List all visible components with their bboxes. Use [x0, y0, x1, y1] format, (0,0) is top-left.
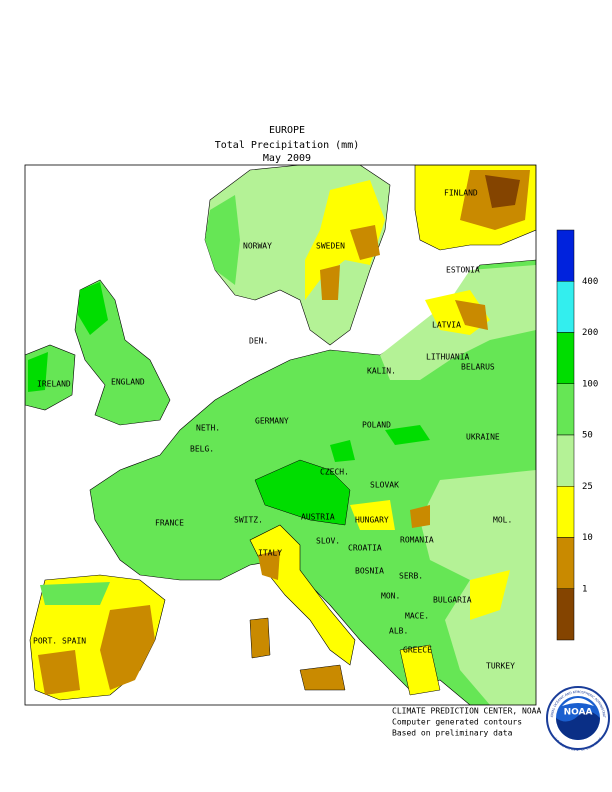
country-label: MACE.	[405, 612, 429, 621]
country-label: KALIN.	[367, 367, 396, 376]
country-label: UKRAINE	[466, 433, 500, 442]
country-label: SLOVAK	[370, 481, 399, 490]
legend: 400 200 100 50 25 10 1	[556, 229, 598, 641]
country-label: ALB.	[389, 627, 408, 636]
footer-line: Computer generated contours	[392, 718, 522, 727]
country-label: DEN.	[249, 337, 268, 346]
country-label: TURKEY	[486, 662, 515, 671]
legend-label: 50	[582, 431, 593, 441]
country-label: BELG.	[190, 445, 214, 454]
country-label: SWITZ.	[234, 516, 263, 525]
country-label: LATVIA	[432, 321, 461, 330]
legend-swatch	[556, 486, 575, 538]
legend-swatch	[556, 281, 575, 333]
country-label: SPAIN	[62, 637, 86, 646]
legend-swatch	[556, 332, 575, 384]
legend-swatch	[556, 434, 575, 487]
map	[25, 165, 536, 705]
legend-label: 25	[582, 482, 593, 492]
legend-label: 1	[582, 584, 587, 594]
footer-line: Based on preliminary data	[392, 729, 513, 738]
country-label: IRELAND	[37, 380, 71, 389]
legend-label: 100	[582, 379, 598, 389]
country-label: POLAND	[362, 421, 391, 430]
country-label: AUSTRIA	[301, 513, 335, 522]
legend-swatch	[556, 383, 575, 436]
country-label: BOSNIA	[355, 567, 384, 576]
map-frame	[24, 164, 537, 706]
legend-swatch	[556, 229, 575, 282]
legend-label: 400	[582, 277, 598, 287]
country-label: LITHUANIA	[426, 353, 470, 362]
country-label: ITALY	[258, 549, 282, 558]
country-label: ROMANIA	[400, 536, 434, 545]
legend-label: 10	[582, 533, 593, 543]
country-label: BULGARIA	[433, 596, 472, 605]
country-label: BELARUS	[461, 363, 495, 372]
country-label: ENGLAND	[111, 378, 145, 387]
legend-swatch	[556, 588, 575, 641]
country-label: FRANCE	[155, 519, 184, 528]
country-label: CROATIA	[348, 544, 382, 553]
country-label: MON.	[381, 592, 400, 601]
country-label: GERMANY	[255, 417, 289, 426]
country-label: GREECE	[403, 646, 432, 655]
country-label: SERB.	[399, 572, 423, 581]
title: EUROPE	[269, 125, 305, 136]
country-label: FINLAND	[444, 189, 478, 198]
country-label: ESTONIA	[446, 266, 480, 275]
country-label: SWEDEN	[316, 242, 345, 251]
period: May 2009	[263, 153, 311, 164]
logo-text: NOAA	[564, 708, 593, 718]
country-label: PORT.	[33, 637, 57, 646]
country-label: NETH.	[196, 424, 220, 433]
country-label: SLOV.	[316, 537, 340, 546]
country-label: HUNGARY	[355, 516, 389, 525]
footer-line: CLIMATE PREDICTION CENTER, NOAA	[392, 707, 541, 716]
legend-swatch	[556, 537, 575, 589]
legend-label: 200	[582, 328, 598, 338]
country-label: MOL.	[493, 516, 512, 525]
subtitle: Total Precipitation (mm)	[215, 140, 360, 151]
country-label: CZECH.	[320, 468, 349, 477]
country-label: NORWAY	[243, 242, 272, 251]
